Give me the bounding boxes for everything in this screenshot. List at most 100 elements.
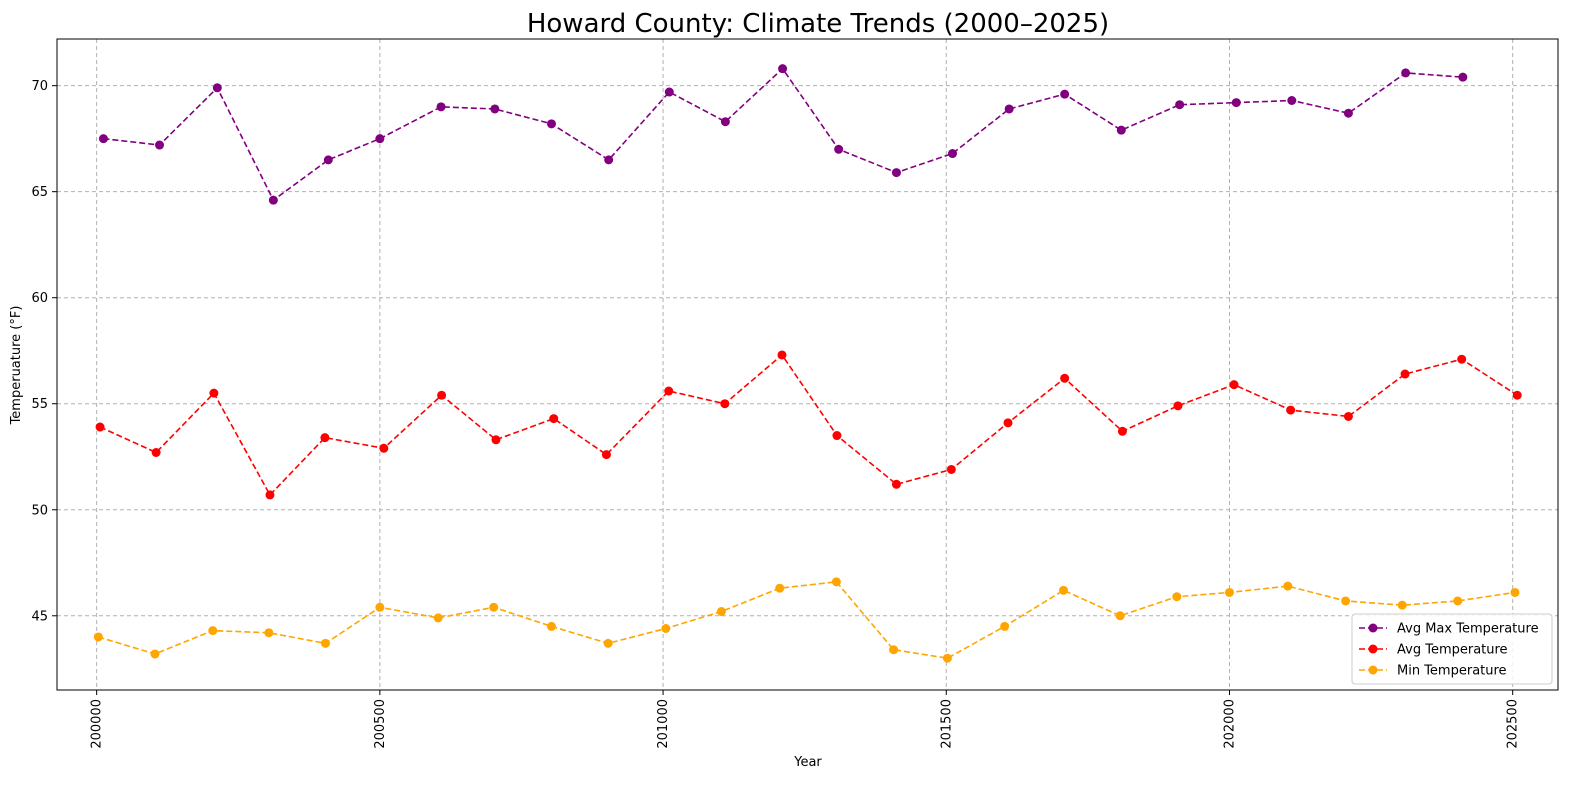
data-point	[661, 624, 671, 634]
chart-title: Howard County: Climate Trends (2000–2025…	[527, 9, 1109, 39]
data-point	[1117, 426, 1127, 436]
data-point	[375, 602, 385, 612]
x-tick-label: 202000	[1222, 699, 1237, 749]
data-point	[664, 386, 674, 396]
legend-label: Min Temperature	[1397, 664, 1507, 679]
x-tick-label: 200500	[373, 699, 388, 749]
data-point	[834, 144, 844, 154]
data-point	[1400, 369, 1410, 379]
y-tick-label: 45	[31, 609, 48, 624]
x-tick-label: 202500	[1506, 699, 1521, 749]
data-point	[1175, 100, 1185, 110]
data-point	[1172, 592, 1182, 602]
data-point	[1341, 596, 1351, 606]
data-point	[379, 443, 389, 453]
y-axis-label: Temperuature (°F)	[9, 306, 24, 426]
data-point	[489, 602, 499, 612]
data-point	[1224, 587, 1234, 597]
data-point	[1458, 72, 1468, 82]
data-point	[268, 195, 278, 205]
x-tick-label: 201000	[656, 699, 671, 749]
data-point	[1401, 68, 1411, 78]
data-point	[375, 134, 385, 144]
data-point	[1229, 380, 1239, 390]
data-point	[546, 621, 556, 631]
y-tick-label: 50	[31, 503, 48, 518]
data-point	[664, 87, 674, 97]
data-point	[946, 464, 956, 474]
data-point	[1512, 390, 1522, 400]
data-point	[1510, 587, 1520, 597]
data-point	[546, 119, 556, 129]
data-point	[1116, 125, 1126, 135]
data-point	[604, 155, 614, 165]
data-point	[1003, 418, 1013, 428]
data-point	[549, 414, 559, 424]
y-tick-label: 70	[31, 79, 48, 94]
data-point	[1060, 89, 1070, 99]
grid-layer	[57, 39, 1558, 690]
data-point	[1343, 108, 1353, 118]
data-point	[320, 433, 330, 443]
data-point	[320, 638, 330, 648]
data-point	[209, 388, 219, 398]
x-axis-label: Year	[793, 755, 822, 770]
legend-marker	[1368, 623, 1378, 633]
legend-box	[1351, 613, 1553, 685]
data-point	[942, 653, 952, 663]
y-tick-label: 65	[31, 185, 48, 200]
data-point	[603, 638, 613, 648]
data-point	[775, 583, 785, 593]
data-point	[889, 645, 899, 655]
data-point	[831, 577, 841, 587]
data-point	[891, 168, 901, 178]
x-tick-label: 200000	[90, 699, 105, 749]
series-line-1	[99, 353, 1518, 497]
legend-label: Avg Max Temperature	[1397, 622, 1539, 637]
data-point	[1287, 95, 1297, 105]
data-point	[1004, 104, 1014, 114]
data-point	[323, 155, 333, 165]
data-point	[1173, 401, 1183, 411]
legend-label: Avg Temperature	[1397, 643, 1508, 658]
data-point	[150, 649, 160, 659]
data-point	[155, 140, 165, 150]
data-point	[436, 102, 446, 112]
series-line-2	[98, 581, 1516, 660]
data-point	[720, 117, 730, 127]
series-line-0	[103, 67, 1463, 202]
plot-frame	[56, 38, 1559, 691]
data-point	[1000, 621, 1010, 631]
data-point	[491, 435, 501, 445]
data-point	[433, 613, 443, 623]
data-point	[212, 83, 222, 93]
legend-marker	[1368, 644, 1378, 654]
legend: Avg Max Temperature Avg Temperature Min Te…	[1351, 613, 1553, 685]
ticks-layer: 200000 200500 201000 201500 202000 202500 45 50…	[31, 79, 1520, 748]
series-layer	[93, 64, 1522, 663]
x-tick-label: 201500	[939, 699, 954, 749]
data-point	[1286, 405, 1296, 415]
data-point	[777, 350, 787, 360]
data-point	[948, 149, 958, 159]
data-point	[832, 431, 842, 441]
data-point	[716, 607, 726, 617]
data-point	[93, 632, 103, 642]
data-point	[720, 399, 730, 409]
y-tick-label: 60	[31, 291, 48, 306]
data-point	[151, 448, 161, 458]
legend-marker	[1368, 665, 1378, 675]
data-point	[1059, 585, 1069, 595]
data-point	[1453, 596, 1463, 606]
data-point	[1060, 373, 1070, 383]
data-point	[437, 390, 447, 400]
data-point	[98, 134, 108, 144]
data-point	[208, 626, 218, 636]
y-tick-label: 55	[31, 397, 48, 412]
data-point	[1283, 581, 1293, 591]
data-point	[490, 104, 500, 114]
legend-items: Avg Max Temperature Avg Temperature Min Te…	[1359, 622, 1539, 679]
data-point	[778, 64, 788, 74]
data-point	[1343, 411, 1353, 421]
